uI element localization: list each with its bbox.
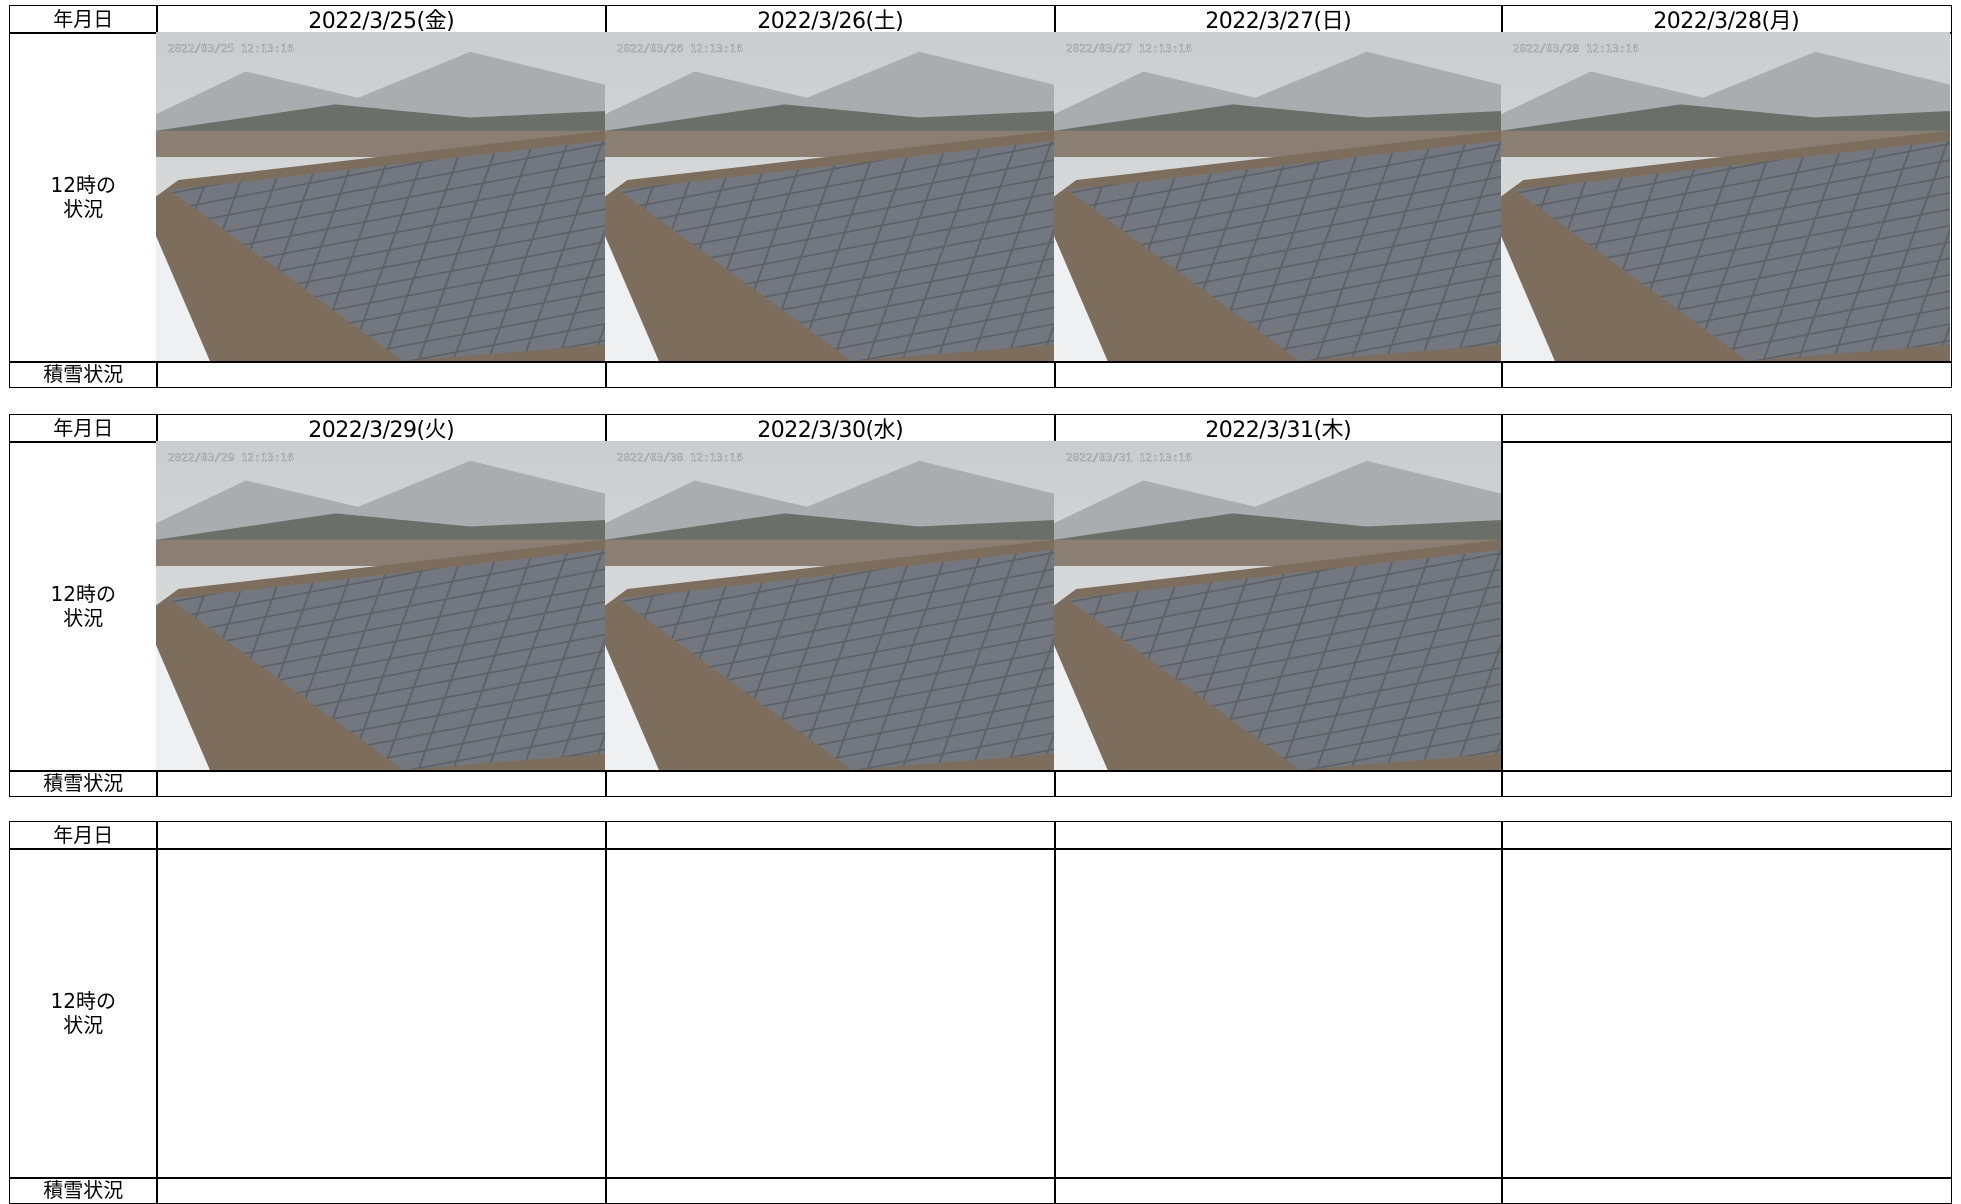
header-label: 年月日 — [9, 5, 158, 34]
photo-cell — [1501, 441, 1952, 772]
snow-cell — [1054, 361, 1503, 388]
photo-timestamp: 2022/03/27 12:13:16 — [1066, 42, 1192, 55]
header-label: 年月日 — [9, 414, 158, 443]
snow-label: 積雪状況 — [9, 770, 158, 797]
snow-cell — [1501, 1177, 1952, 1204]
photo-timestamp: 2022/03/31 12:13:16 — [1066, 451, 1192, 464]
date-cell: 2022/3/31(木) — [1054, 414, 1503, 443]
snow-cell — [156, 1177, 607, 1204]
date-cell: 2022/3/30(水) — [605, 414, 1056, 443]
snow-label: 積雪状況 — [9, 1177, 158, 1204]
date-cell: 2022/3/29(火) — [156, 414, 607, 443]
date-cell — [156, 821, 607, 850]
snow-cell — [605, 1177, 1056, 1204]
photo-cell — [1054, 848, 1503, 1179]
date-cell — [605, 821, 1056, 850]
camera-photo: 2022/03/27 12:13:16 — [1054, 32, 1501, 361]
camera-photo: 2022/03/29 12:13:16 — [156, 441, 605, 770]
snow-cell — [156, 361, 607, 388]
photo-cell — [605, 848, 1056, 1179]
photo-label: 12時の 状況 — [9, 32, 158, 363]
snow-label: 積雪状況 — [9, 361, 158, 388]
snow-cell — [1501, 770, 1952, 797]
photo-cell — [1501, 848, 1952, 1179]
camera-photo: 2022/03/30 12:13:16 — [605, 441, 1054, 770]
photo-timestamp: 2022/03/26 12:13:16 — [617, 42, 743, 55]
snow-cell — [1054, 770, 1503, 797]
photo-timestamp: 2022/03/25 12:13:16 — [168, 42, 294, 55]
date-cell — [1501, 821, 1952, 850]
camera-photo: 2022/03/31 12:13:16 — [1054, 441, 1501, 770]
date-cell: 2022/3/25(金) — [156, 5, 607, 34]
photo-cell — [156, 848, 607, 1179]
date-cell: 2022/3/28(月) — [1501, 5, 1952, 34]
date-cell — [1054, 821, 1503, 850]
date-cell: 2022/3/26(土) — [605, 5, 1056, 34]
camera-photo: 2022/03/28 12:13:16 — [1501, 32, 1950, 361]
header-label: 年月日 — [9, 821, 158, 850]
photo-timestamp: 2022/03/30 12:13:16 — [617, 451, 743, 464]
date-cell — [1501, 414, 1952, 443]
snow-cell — [156, 770, 607, 797]
snow-cell — [605, 770, 1056, 797]
photo-timestamp: 2022/03/29 12:13:16 — [168, 451, 294, 464]
photo-label: 12時の 状況 — [9, 848, 158, 1179]
snow-cell — [1054, 1177, 1503, 1204]
snow-cell — [605, 361, 1056, 388]
date-cell: 2022/3/27(日) — [1054, 5, 1503, 34]
photo-label: 12時の 状況 — [9, 441, 158, 772]
camera-photo: 2022/03/26 12:13:16 — [605, 32, 1054, 361]
snow-cell — [1501, 361, 1952, 388]
photo-timestamp: 2022/03/28 12:13:16 — [1513, 42, 1639, 55]
camera-photo: 2022/03/25 12:13:16 — [156, 32, 605, 361]
